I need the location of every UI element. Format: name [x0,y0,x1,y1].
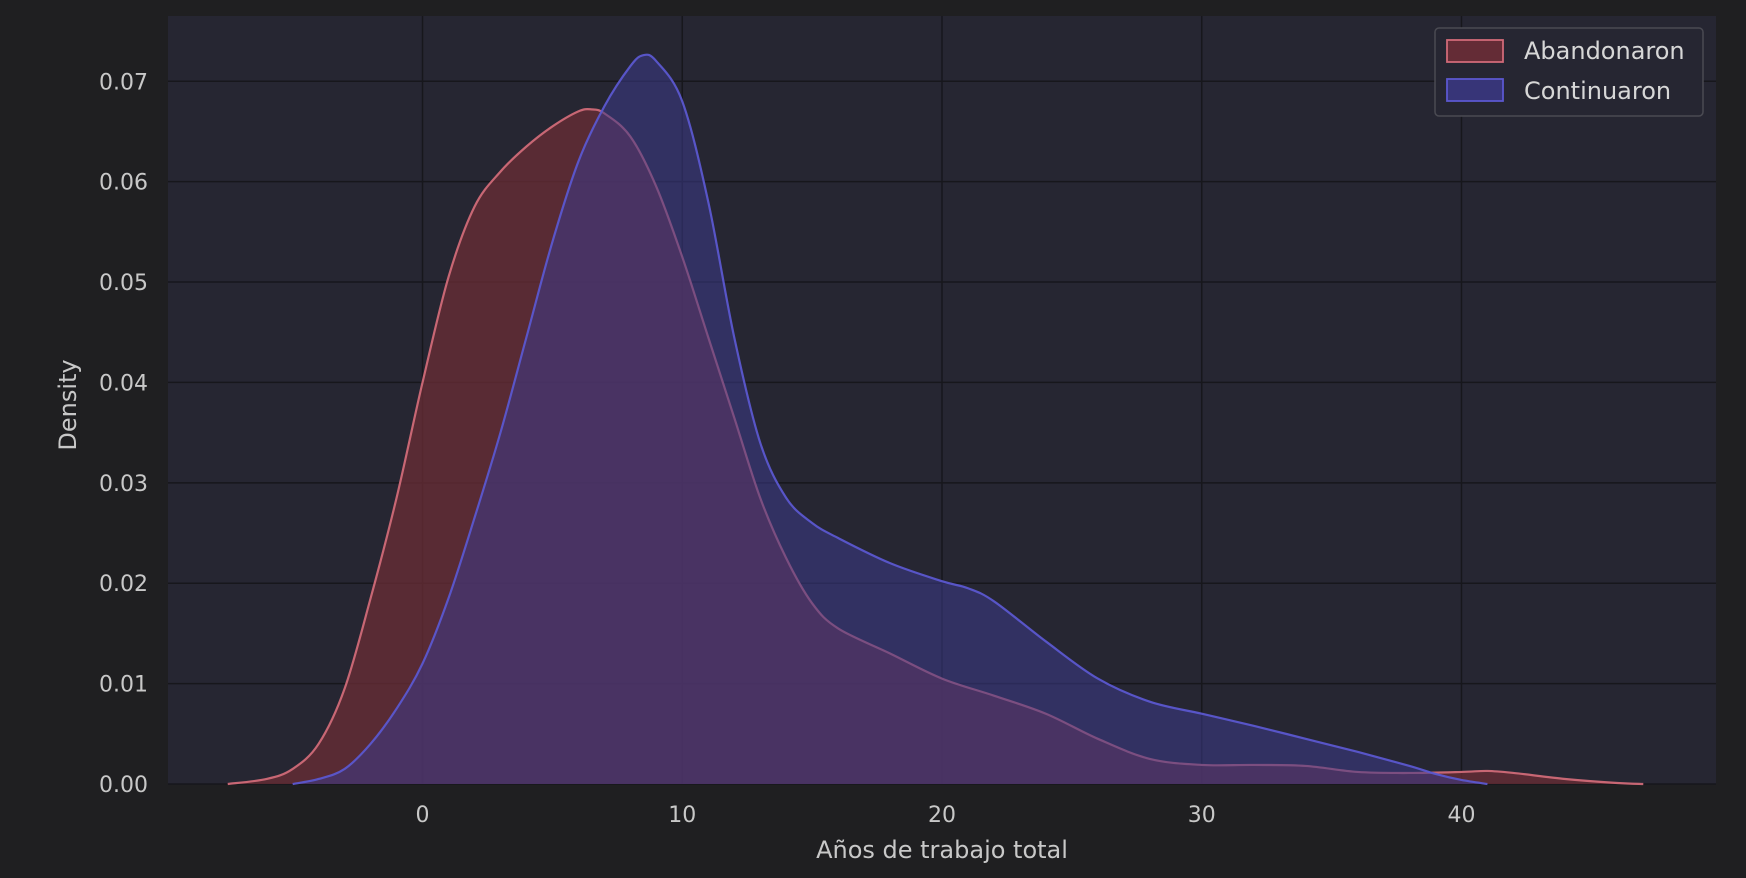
x-tick-label: 40 [1447,803,1475,828]
series-layer [227,53,1644,786]
y-tick-label: 0.02 [99,572,148,597]
series-area-continuaron [292,54,1488,784]
series-line-continuaron [292,53,1488,786]
y-tick-label: 0.01 [99,673,148,698]
y-tick-label: 0.04 [99,371,148,396]
y-tick-label: 0.07 [99,70,148,95]
x-tick-label: 0 [416,803,430,828]
legend-swatch-continuaron [1446,78,1504,102]
y-tick-label: 0.03 [99,472,148,497]
y-tick-label: 0.00 [99,773,148,798]
y-tick-label: 0.05 [99,271,148,296]
axis-ticks: 0.00 0.01 0.02 0.03 0.04 0.05 0.06 0.07 0 10 20 30 4… [99,70,1475,828]
legend-swatch-abandonaron [1446,39,1504,63]
y-axis-label: Density [54,359,82,450]
legend: Abandonaron Continuaron [1434,27,1704,117]
y-tick-label: 0.06 [99,171,148,196]
x-tick-label: 30 [1188,803,1216,828]
legend-label-continuaron: Continuaron [1524,77,1671,105]
x-tick-label: 20 [928,803,956,828]
x-tick-label: 10 [668,803,696,828]
legend-label-abandonaron: Abandonaron [1524,37,1685,65]
x-axis-label: Años de trabajo total [816,836,1068,864]
